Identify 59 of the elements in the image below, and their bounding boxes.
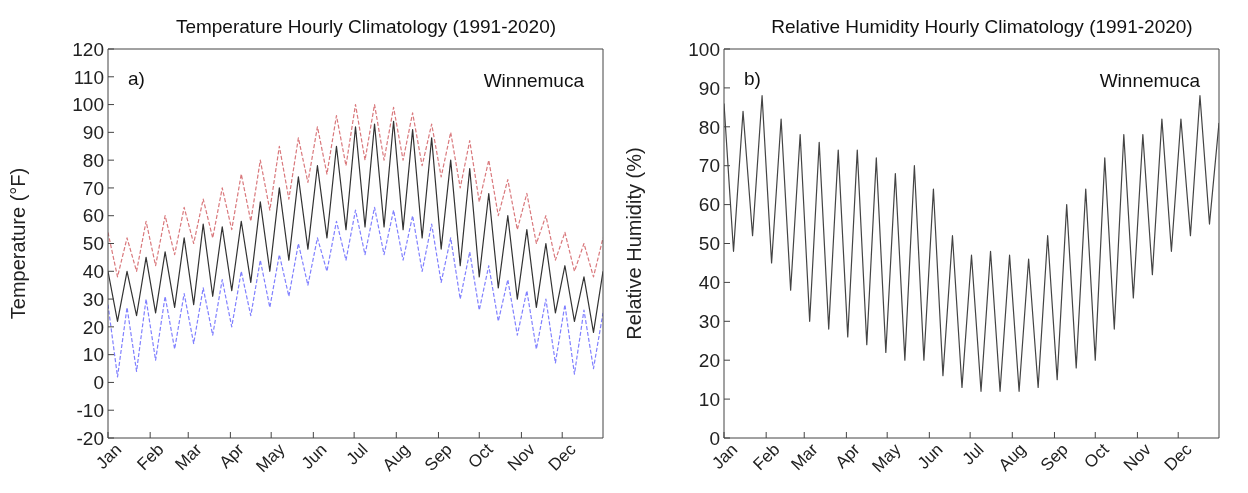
x-tick-label: Jun (913, 439, 947, 473)
y-tick-label: 110 (73, 66, 104, 88)
y-tick-label: 90 (698, 77, 720, 99)
x-tick-label: Jul (958, 439, 988, 469)
annotation: b) (744, 68, 761, 90)
y-tick-label: 50 (82, 233, 104, 255)
y-tick-label: 30 (698, 311, 720, 333)
x-tick-label: Mar (787, 439, 822, 475)
y-tick-label: 40 (82, 261, 104, 283)
x-tick-label: Dec (544, 439, 580, 475)
y-tick-label: 120 (72, 38, 104, 60)
x-tick-label: May (868, 439, 905, 477)
x-tick-label: May (252, 439, 289, 477)
chart-title: Temperature Hourly Climatology (1991-2020) (174, 16, 558, 38)
x-tick-label: Sep (420, 439, 456, 475)
y-tick-label: 70 (82, 177, 104, 199)
x-tick-label: Jun (297, 439, 331, 473)
x-tick-label: Feb (749, 439, 784, 475)
y-tick-label: -20 (76, 427, 104, 449)
y-axis-title: Relative Humidity (%) (623, 147, 646, 340)
x-tick-label: Sep (1036, 439, 1072, 475)
x-tick-label: Aug (378, 439, 414, 475)
x-tick-label: Aug (994, 439, 1030, 475)
x-tick-label: Apr (831, 439, 864, 473)
y-tick-label: 20 (698, 349, 720, 371)
y-tick-label: 0 (709, 427, 720, 449)
annotation: a) (128, 68, 145, 90)
y-tick-label: 10 (82, 344, 104, 366)
line-series (108, 103, 603, 278)
x-tick-label: Nov (1119, 439, 1156, 475)
y-tick-label: 20 (82, 316, 104, 338)
y-tick-label: 0 (93, 372, 104, 394)
y-tick-label: 70 (698, 155, 720, 177)
chart-title: Relative Humidity Hourly Climatology (1991-2020) (770, 16, 1194, 38)
y-tick-label: 100 (688, 38, 720, 60)
line-series (108, 206, 603, 378)
y-tick-label: 100 (72, 94, 104, 116)
y-tick-label: 60 (698, 194, 720, 216)
y-tick-label: 80 (82, 149, 104, 171)
y-tick-label: 30 (82, 288, 104, 310)
x-tick-label: Mar (171, 439, 206, 475)
x-tick-label: Feb (133, 439, 168, 475)
y-tick-label: 60 (82, 205, 104, 227)
x-tick-label: Dec (1160, 439, 1196, 475)
x-tick-label: Oct (1080, 439, 1113, 473)
x-tick-label: Apr (215, 439, 248, 473)
x-tick-label: Nov (503, 439, 540, 475)
y-tick-label: 50 (698, 233, 720, 255)
annotation: Winnemuca (483, 70, 584, 92)
y-tick-label: -10 (76, 399, 104, 421)
annotation: Winnemuca (1099, 70, 1200, 92)
x-tick-label: Jul (342, 439, 372, 469)
y-tick-label: 80 (698, 116, 720, 138)
y-tick-label: 10 (698, 388, 720, 410)
y-tick-label: 40 (698, 272, 720, 294)
x-tick-label: Oct (464, 439, 497, 473)
y-axis-title: Temperature (°F) (7, 167, 30, 320)
line-series (108, 120, 603, 334)
y-tick-label: 90 (82, 122, 104, 144)
